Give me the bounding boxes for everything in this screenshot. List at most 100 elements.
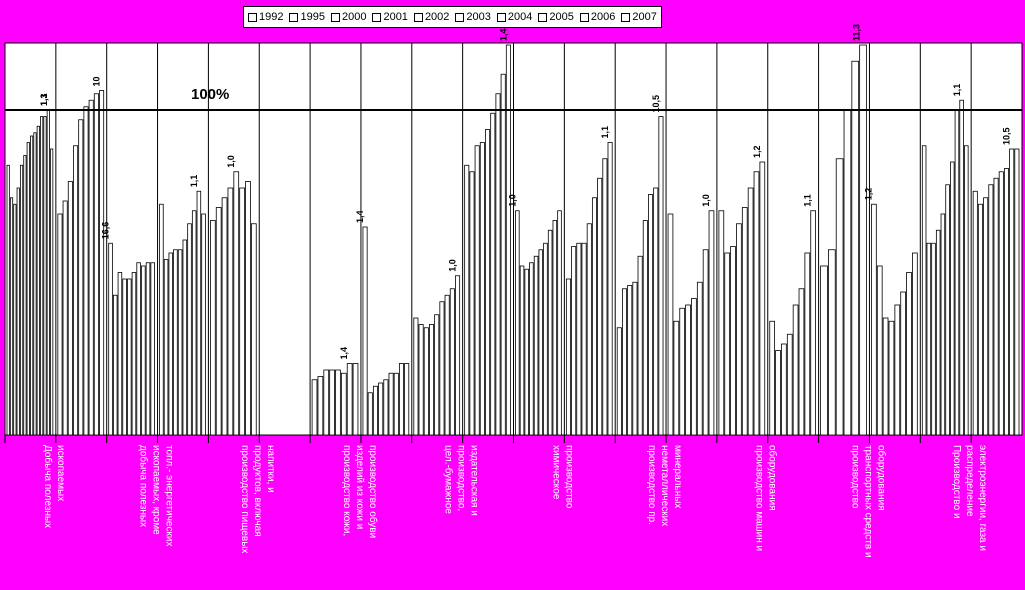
category-label: Добыча полезных [42,445,54,528]
bar [50,148,54,436]
legend-swatch [579,12,589,22]
bar [935,229,941,436]
legend-swatch [455,12,465,22]
bar [33,132,37,436]
bar [6,164,10,436]
category-label: производство, [456,445,467,511]
bar [177,249,183,436]
bar [876,265,883,436]
bar [571,246,577,436]
bar [36,125,40,436]
data-label: 1,1 [189,175,199,188]
data-label: 10,5 [651,95,661,113]
bar [627,285,633,436]
bar [888,320,895,436]
bar [112,294,118,436]
bar [718,210,725,436]
legend-item: 2002 [413,11,449,23]
legend-item: 2007 [621,11,657,23]
bar [859,44,867,436]
bar [141,265,146,436]
bar [99,90,105,436]
category-label: производство пр. [646,445,657,525]
bar [586,223,592,436]
bar [215,207,222,436]
bar [239,187,245,436]
data-label: 1,2 [752,145,762,158]
bar [792,304,799,436]
legend-swatch [330,12,340,22]
bar [78,119,84,436]
legend-label: 2007 [632,11,657,23]
bar [759,161,766,436]
category-label: производство пищевых [239,445,250,553]
category-label: химическое [550,445,561,500]
bar [950,161,955,436]
bar [429,324,435,436]
bar [62,200,68,436]
bar [335,369,341,436]
bar [691,298,697,436]
category-label: производство обуви [367,445,379,538]
bar [362,226,368,436]
bar [912,252,918,436]
bar [753,171,760,436]
data-label: 11,3 [852,24,862,41]
bar [346,363,353,436]
bar [398,363,404,436]
bar [16,187,20,436]
bar [708,210,715,436]
legend-swatch [621,12,631,22]
bar [1014,148,1020,436]
bar [495,93,501,436]
legend-label: 2006 [590,11,616,23]
bar [696,281,703,436]
bar [810,210,817,436]
bar [136,262,141,436]
bar [581,242,587,436]
category-label: напитки, и [265,445,276,493]
category-label: топл.- энергетических [163,445,174,546]
bar [607,142,613,436]
bar [736,223,742,436]
category-label: продуктов, включая [252,445,263,537]
bar [57,213,63,436]
bar [529,262,534,436]
bar [317,376,324,436]
bar [524,268,529,436]
data-label: 1,1 [952,84,962,97]
bar [329,369,335,436]
bar [145,262,151,436]
bar [921,145,927,436]
bar [221,197,228,436]
bar [383,379,389,436]
bar [945,184,950,436]
bar [642,220,648,436]
legend-item: 1995 [289,11,325,23]
legend-swatch [289,12,299,22]
bar [83,106,89,436]
bar [602,158,608,436]
bar [882,317,889,436]
bar [150,262,155,436]
bar [515,210,520,436]
bar [519,265,525,436]
bar [323,369,330,436]
bar [648,194,654,436]
category-label: производство машин и [754,445,765,551]
data-label: 1,4 [339,347,349,360]
bar [500,73,506,436]
category-label: производство кожи, [341,445,352,536]
bar [597,177,603,436]
bar [786,333,793,436]
chart-legend: 1992 1995 2000 2001 2002 2003 2004 2005 2006 2007 [243,6,662,28]
bar [352,363,359,436]
bar [93,93,99,436]
bar [959,99,964,436]
bar [972,190,978,436]
category-label: издательская и [469,445,480,516]
data-label: 1,3 [39,93,49,106]
category-label: электроэнергии, газа и [977,445,988,551]
bar [490,112,496,436]
